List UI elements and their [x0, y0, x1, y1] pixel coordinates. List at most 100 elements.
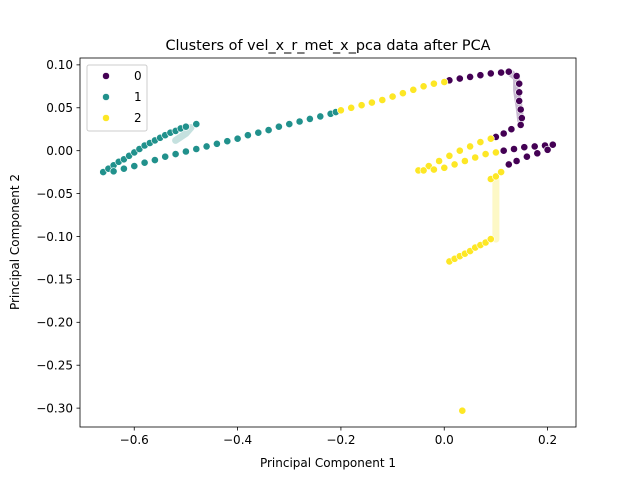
point-cluster-2-9 — [429, 79, 438, 88]
legend-label-2: 2 — [134, 111, 142, 125]
point-cluster-2-16 — [466, 142, 474, 151]
point-cluster-0-14 — [507, 125, 516, 134]
point-cluster-0-26 — [512, 157, 521, 165]
point-cluster-0-27 — [504, 160, 513, 169]
point-cluster-2-1 — [347, 103, 356, 112]
y-tick-label-4: −0.10 — [36, 230, 73, 244]
legend-label-0: 0 — [134, 69, 142, 83]
point-cluster-0-12 — [517, 114, 526, 122]
point-cluster-2-38 — [486, 235, 495, 243]
points-layer — [99, 67, 557, 415]
point-cluster-0-17 — [499, 146, 508, 155]
y-tick-label-5: −0.15 — [36, 273, 73, 287]
point-cluster-2-24 — [471, 153, 480, 162]
point-cluster-2-0 — [336, 106, 345, 115]
point-cluster-0-15 — [499, 129, 508, 138]
point-cluster-2-21 — [440, 163, 449, 172]
point-cluster-0-8 — [515, 79, 524, 88]
point-cluster-1-36 — [295, 117, 304, 126]
point-cluster-1-28 — [212, 139, 221, 148]
point-cluster-2-20 — [429, 165, 438, 174]
legend-marker-2 — [102, 114, 110, 122]
x-tick-label-1: −0.4 — [223, 433, 252, 447]
point-cluster-0-5 — [497, 68, 505, 77]
point-cluster-2-28 — [491, 172, 500, 181]
legend-box — [86, 64, 148, 132]
x-tick-label-3: 0.0 — [435, 433, 454, 447]
legend-marker-0 — [102, 72, 110, 80]
point-cluster-1-18 — [109, 167, 118, 176]
point-cluster-0-4 — [486, 69, 495, 78]
point-cluster-1-31 — [243, 131, 252, 140]
y-tick-label-3: −0.05 — [36, 187, 73, 201]
point-cluster-0-20 — [530, 142, 539, 151]
y-tick-label-7: −0.25 — [36, 359, 73, 373]
point-cluster-2-25 — [481, 150, 490, 158]
point-cluster-2-23 — [460, 157, 469, 165]
point-cluster-2-4 — [378, 96, 387, 104]
point-cluster-2-8 — [419, 82, 428, 91]
y-tick-label-0: 0.10 — [46, 58, 73, 72]
legend: 0 1 2 — [86, 64, 148, 132]
point-cluster-2-22 — [450, 160, 459, 169]
chart-title: Clusters of vel_x_r_met_x_pca data after… — [165, 38, 490, 54]
y-axis-label: Principal Component 2 — [8, 174, 22, 310]
point-cluster-0-10 — [515, 97, 524, 105]
x-axis: −0.6 −0.4 −0.2 0.0 0.2 — [120, 427, 557, 447]
point-cluster-0-23 — [543, 145, 552, 154]
point-cluster-0-6 — [504, 67, 513, 76]
point-cluster-1-26 — [192, 145, 201, 153]
point-cluster-1-23 — [161, 152, 170, 161]
point-cluster-1-29 — [223, 137, 232, 146]
point-cluster-0-11 — [516, 105, 525, 114]
point-cluster-0-24 — [533, 149, 542, 158]
point-cluster-1-25 — [181, 147, 190, 156]
legend-marker-1 — [102, 93, 110, 101]
x-tick-label-4: 0.2 — [538, 433, 557, 447]
point-cluster-0-3 — [476, 71, 485, 80]
y-axis: 0.10 0.05 0.00 −0.05 −0.10 −0.15 −0.20 −0.25 −0.… — [36, 58, 80, 415]
point-cluster-1-16 — [181, 122, 190, 131]
point-cluster-0-2 — [466, 73, 474, 81]
point-cluster-1-34 — [274, 122, 283, 131]
faded-trail-2 — [172, 124, 195, 144]
point-cluster-0-25 — [523, 152, 531, 161]
x-tick-label-2: −0.2 — [326, 433, 355, 447]
point-cluster-1-33 — [264, 126, 273, 135]
point-cluster-2-15 — [455, 146, 464, 155]
point-cluster-2-19 — [419, 166, 428, 175]
y-tick-label-6: −0.20 — [36, 316, 73, 330]
y-tick-label-2: 0.00 — [46, 144, 73, 158]
legend-label-1: 1 — [134, 90, 142, 104]
point-cluster-0-1 — [455, 74, 464, 83]
point-cluster-2-26 — [491, 148, 500, 157]
point-cluster-1-35 — [285, 120, 294, 128]
point-cluster-0-19 — [520, 143, 529, 152]
point-cluster-1-37 — [305, 115, 314, 123]
point-cluster-2-18 — [486, 134, 495, 143]
point-cluster-1-22 — [150, 156, 159, 164]
point-cluster-0-18 — [510, 145, 518, 153]
point-cluster-0-22 — [548, 140, 557, 149]
point-cluster-2-10 — [440, 78, 449, 86]
point-cluster-2-6 — [398, 89, 407, 98]
point-cluster-1-24 — [171, 150, 180, 158]
point-cluster-2-39 — [458, 406, 467, 415]
point-cluster-1-21 — [140, 158, 149, 167]
point-cluster-1-17 — [192, 120, 201, 128]
point-cluster-2-13 — [435, 157, 443, 165]
point-cluster-0-7 — [512, 72, 521, 80]
point-cluster-1-27 — [202, 142, 211, 151]
point-cluster-0-13 — [516, 121, 525, 129]
point-cluster-2-7 — [409, 85, 418, 94]
point-cluster-1-32 — [254, 128, 263, 137]
point-cluster-2-17 — [476, 138, 485, 146]
x-axis-label: Principal Component 1 — [260, 456, 396, 470]
point-cluster-2-14 — [445, 151, 454, 160]
y-tick-label-8: −0.30 — [36, 401, 73, 415]
point-cluster-1-19 — [120, 164, 128, 173]
point-cluster-1-38 — [316, 112, 325, 121]
point-cluster-2-3 — [367, 98, 376, 107]
point-cluster-2-2 — [357, 101, 366, 110]
